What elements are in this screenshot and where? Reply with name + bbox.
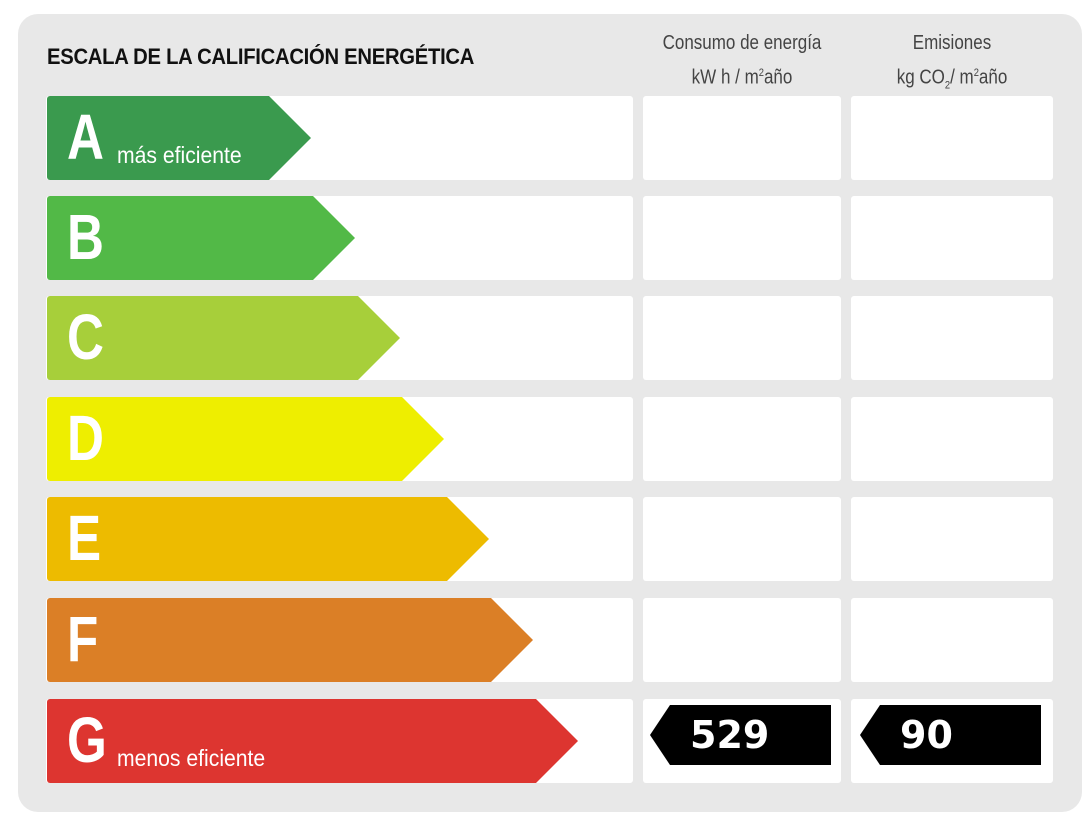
rating-letter: G [67, 704, 107, 776]
consumo-cell-A [643, 96, 841, 180]
rating-letter: C [67, 301, 104, 373]
emisiones-unit: kg CO2/ m2año [866, 58, 1038, 101]
rating-letter: B [67, 201, 104, 273]
emisiones-unit-mid: / m [950, 66, 974, 89]
rating-letter: E [67, 502, 102, 574]
rating-arrow-C: C [47, 296, 400, 380]
rating-arrow-D: D [47, 397, 444, 481]
label-title: ESCALA DE LA CALIFICACIÓN ENERGÉTICA [47, 44, 475, 69]
emisiones-cell-B [851, 196, 1053, 280]
emisiones-result-tag: 90 [860, 705, 1041, 765]
emisiones-unit-sub: 2 [944, 79, 951, 92]
emisiones-unit-post: año [978, 66, 1008, 89]
emisiones-cell-F [851, 598, 1053, 682]
rating-letter: A [67, 101, 104, 173]
rating-arrow-B: B [47, 196, 355, 280]
emisiones-value: 90 [900, 713, 953, 757]
consumo-unit-sup: 2 [758, 67, 764, 79]
consumo-cell-F [643, 598, 841, 682]
rating-letter: F [67, 603, 99, 675]
emisiones-cell-C [851, 296, 1053, 380]
emisiones-unit-text: kg CO [896, 66, 945, 89]
emisiones-cell-A [851, 96, 1053, 180]
rating-label: menos eficiente [117, 745, 266, 771]
consumo-value: 529 [690, 713, 770, 757]
emisiones-unit-sup: 2 [973, 67, 979, 79]
consumo-cell-B [643, 196, 841, 280]
consumo-cell-D [643, 397, 841, 481]
consumo-unit: kW h / m2año [658, 58, 826, 93]
rating-arrow-F: F [47, 598, 533, 682]
consumo-cell-E [643, 497, 841, 581]
consumo-cell-C [643, 296, 841, 380]
consumo-result-tag: 529 [650, 705, 831, 765]
emisiones-cell-E [851, 497, 1053, 581]
consumo-unit-post: año [763, 66, 793, 89]
rating-label: más eficiente [117, 142, 242, 168]
emisiones-cell-D [851, 397, 1053, 481]
emisiones-header-line1: Emisiones [912, 32, 992, 54]
emisiones-header: Emisiones kg CO2/ m2año [866, 28, 1038, 101]
rating-arrow-E: E [47, 497, 489, 581]
rating-letter: D [67, 402, 104, 474]
consumo-unit-text: kW h / m [691, 66, 759, 89]
consumo-header: Consumo de energía kW h / m2año [658, 28, 826, 93]
consumo-header-line1: Consumo de energía [662, 32, 822, 54]
